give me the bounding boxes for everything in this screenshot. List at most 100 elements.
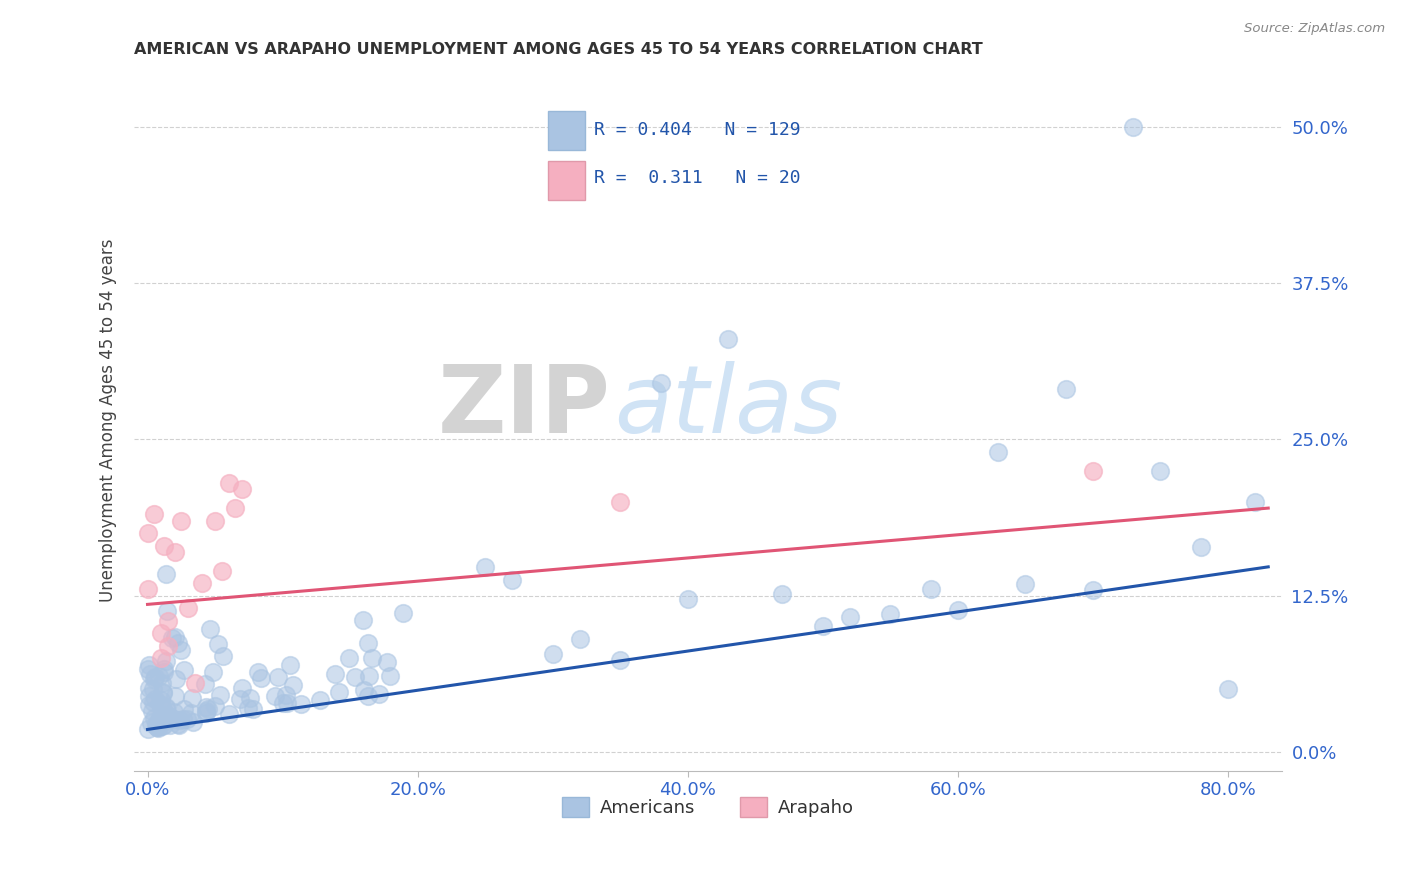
Americans (142, 695, 165, 709)
Americans (167, 717, 190, 731)
Americans (150, 719, 173, 733)
Americans (242, 702, 264, 716)
Americans (650, 376, 672, 390)
Arapaho (177, 601, 200, 615)
Arapaho (1081, 464, 1104, 478)
Arapaho (211, 564, 233, 578)
Americans (343, 670, 366, 684)
Americans (183, 714, 205, 729)
Americans (155, 700, 177, 714)
Americans (145, 670, 167, 684)
Americans (149, 698, 172, 712)
Americans (676, 591, 699, 606)
Americans (501, 573, 523, 587)
Americans (1189, 540, 1212, 554)
Americans (264, 690, 287, 704)
Americans (165, 689, 187, 703)
Americans (145, 716, 167, 731)
Americans (368, 687, 391, 701)
Americans (157, 709, 180, 723)
Americans (353, 683, 375, 698)
Americans (136, 722, 159, 736)
Americans (229, 692, 252, 706)
Americans (162, 705, 184, 719)
Americans (148, 669, 170, 683)
Americans (1054, 382, 1077, 396)
Americans (150, 675, 173, 690)
Arapaho (136, 526, 159, 541)
Americans (212, 648, 235, 663)
Americans (770, 586, 793, 600)
Arapaho (150, 651, 173, 665)
Americans (267, 670, 290, 684)
Americans (149, 707, 172, 722)
Americans (236, 701, 259, 715)
Text: ZIP: ZIP (437, 360, 610, 452)
Americans (352, 613, 374, 627)
Americans (276, 688, 298, 702)
Americans (309, 692, 332, 706)
Americans (136, 661, 159, 675)
Americans (920, 582, 942, 596)
Arapaho (231, 483, 253, 497)
Americans (166, 672, 188, 686)
Arapaho (150, 626, 173, 640)
Americans (391, 606, 413, 620)
Legend: Americans, Arapaho: Americans, Arapaho (554, 789, 862, 825)
Americans (173, 663, 195, 677)
Americans (152, 685, 174, 699)
Americans (879, 607, 901, 621)
Americans (194, 704, 217, 718)
Arapaho (218, 476, 240, 491)
Americans (157, 709, 180, 723)
Americans (361, 651, 384, 665)
Americans (609, 653, 631, 667)
Americans (281, 678, 304, 692)
Americans (357, 636, 380, 650)
Arapaho (170, 514, 193, 528)
Americans (474, 560, 496, 574)
Arapaho (156, 614, 179, 628)
Americans (159, 718, 181, 732)
Americans (377, 655, 399, 669)
Americans (138, 698, 160, 712)
Americans (138, 681, 160, 696)
Americans (141, 704, 163, 718)
Americans (143, 711, 166, 725)
Americans (145, 720, 167, 734)
Americans (239, 690, 262, 705)
Americans (173, 702, 195, 716)
Arapaho (136, 582, 159, 597)
Americans (166, 636, 188, 650)
Arapaho (224, 501, 246, 516)
Americans (197, 702, 219, 716)
Americans (323, 666, 346, 681)
Americans (276, 696, 298, 710)
Americans (146, 721, 169, 735)
Americans (167, 717, 190, 731)
Americans (148, 714, 170, 729)
Americans (380, 669, 402, 683)
Americans (231, 681, 253, 695)
Arapaho (152, 539, 174, 553)
Americans (328, 685, 350, 699)
Americans (170, 642, 193, 657)
Americans (1081, 583, 1104, 598)
Americans (152, 686, 174, 700)
Americans (250, 671, 273, 685)
Americans (153, 718, 176, 732)
Americans (145, 720, 167, 734)
Americans (838, 610, 860, 624)
Americans (143, 692, 166, 706)
Americans (811, 619, 834, 633)
Americans (1122, 120, 1144, 134)
Americans (150, 714, 173, 729)
Americans (207, 637, 229, 651)
Arapaho (184, 676, 207, 690)
Americans (1243, 495, 1265, 509)
Americans (139, 666, 162, 681)
Americans (987, 445, 1010, 459)
Americans (946, 603, 969, 617)
Americans (218, 706, 240, 721)
Americans (138, 657, 160, 672)
